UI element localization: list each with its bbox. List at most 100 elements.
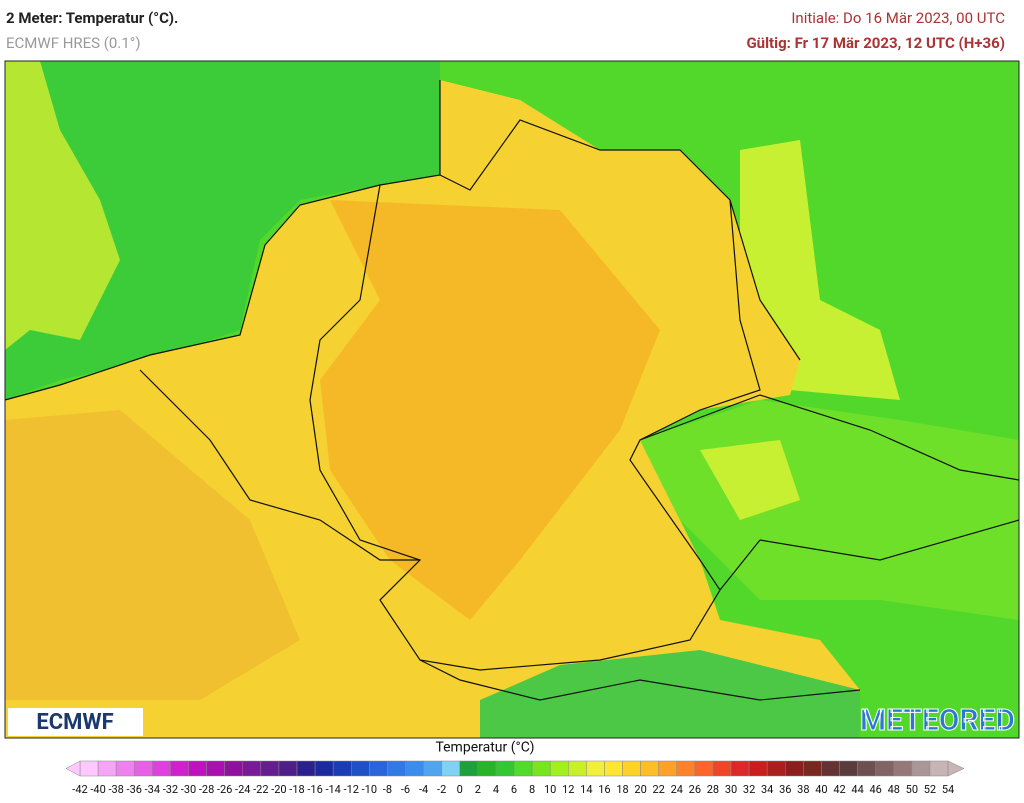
legend-tick-label: -32 bbox=[163, 783, 178, 796]
legend-tick-label: 20 bbox=[634, 783, 646, 796]
warm-zone bbox=[700, 440, 800, 520]
legend-tick-label: 16 bbox=[598, 783, 610, 796]
legend-box bbox=[459, 760, 479, 777]
legend-tick-label: -10 bbox=[362, 783, 377, 796]
legend-tick-label: -18 bbox=[289, 783, 304, 796]
legend-tick-label: 52 bbox=[924, 783, 936, 796]
legend-tick-label: -14 bbox=[325, 783, 340, 796]
legend-box bbox=[278, 760, 298, 777]
legend-tick-label: 0 bbox=[457, 783, 463, 796]
legend-tick-label: -24 bbox=[235, 783, 250, 796]
legend-tick-label: 12 bbox=[562, 783, 574, 796]
legend-box bbox=[242, 760, 262, 777]
legend-box bbox=[260, 760, 280, 777]
legend-box bbox=[188, 760, 207, 777]
legend-tick-label: -28 bbox=[199, 783, 214, 796]
legend-tick-label: 10 bbox=[544, 783, 556, 796]
legend-box bbox=[730, 760, 750, 777]
legend-box bbox=[857, 760, 876, 777]
legend-box bbox=[911, 760, 931, 777]
legend-box bbox=[495, 760, 515, 777]
legend-box bbox=[387, 760, 406, 777]
legend-tick-label: -20 bbox=[271, 783, 286, 796]
legend-tick-label: 42 bbox=[833, 783, 845, 796]
legend-box bbox=[839, 760, 858, 777]
legend-tick-label: 40 bbox=[815, 783, 827, 796]
legend-tick-label: 14 bbox=[580, 783, 592, 796]
legend-tick-label: 2 bbox=[475, 783, 481, 796]
legend-tick-label: -36 bbox=[127, 783, 142, 796]
legend-tick-label: 48 bbox=[888, 783, 900, 796]
map-frame bbox=[4, 60, 1020, 739]
legend-box bbox=[875, 760, 895, 777]
czech-border bbox=[639, 394, 1020, 591]
legend-arrow-high bbox=[947, 760, 965, 777]
legend-tick-label: 4 bbox=[493, 783, 499, 796]
init-time: Initiale: Do 16 Mär 2023, 00 UTC bbox=[791, 9, 1005, 27]
legend-box bbox=[332, 760, 352, 777]
legend-box bbox=[893, 760, 913, 777]
legend-box bbox=[513, 760, 533, 777]
warm-zone bbox=[5, 410, 300, 700]
map: ECMWF METEORED bbox=[4, 60, 1020, 739]
legend-box bbox=[676, 760, 696, 777]
legend-tick-label: -4 bbox=[419, 783, 428, 796]
legend-tick-label: 6 bbox=[511, 783, 517, 796]
legend-tick-label: -34 bbox=[145, 783, 160, 796]
borders bbox=[4, 80, 1020, 701]
legend-box bbox=[622, 760, 641, 777]
legend-tick-label: 54 bbox=[942, 783, 954, 796]
legend-box bbox=[441, 760, 460, 777]
legend-box bbox=[604, 760, 623, 777]
legend-box bbox=[152, 760, 171, 777]
legend-box bbox=[224, 760, 244, 777]
legend-tick-label: 44 bbox=[851, 783, 863, 796]
legend-tick-label: 22 bbox=[652, 783, 664, 796]
legend-tick-label: -6 bbox=[401, 783, 410, 796]
legend-tick-label: -38 bbox=[108, 783, 123, 796]
legend-box bbox=[531, 760, 551, 777]
legend-box bbox=[97, 760, 117, 777]
legend-box bbox=[568, 760, 587, 777]
alps-border bbox=[419, 659, 861, 701]
legend-box bbox=[586, 760, 605, 777]
legend-box bbox=[929, 760, 949, 777]
legend-box bbox=[712, 760, 732, 777]
legend-tick-label: -16 bbox=[307, 783, 322, 796]
legend-tick-label: -8 bbox=[383, 783, 392, 796]
legend-box bbox=[694, 760, 714, 777]
model: ECMWF HRES (0.1°) bbox=[6, 34, 141, 52]
legend-box bbox=[134, 760, 153, 777]
legend-tick-label: 32 bbox=[743, 783, 755, 796]
legend-box bbox=[423, 760, 442, 777]
legend-tick-label: 28 bbox=[707, 783, 719, 796]
legend-tick-label: -40 bbox=[90, 783, 105, 796]
legend-tick-label: 36 bbox=[779, 783, 791, 796]
legend-box bbox=[821, 760, 840, 777]
legend-tick-label: -30 bbox=[181, 783, 196, 796]
legend-box bbox=[405, 760, 424, 777]
warm-core bbox=[320, 200, 660, 620]
logo-box bbox=[8, 708, 143, 736]
legend-box bbox=[206, 760, 225, 777]
france-border bbox=[139, 369, 420, 561]
legend-box bbox=[766, 760, 786, 777]
legend: -42 -40 -38 -36 -34 -32 -30 -28 -26 -24 -22 -20 -18-… bbox=[65, 760, 965, 796]
legend-tick-label: 46 bbox=[869, 783, 881, 796]
legend-box bbox=[658, 760, 678, 777]
legend-box bbox=[115, 760, 135, 777]
germany-border bbox=[309, 119, 801, 671]
valid-time: Gültig: Fr 17 Mär 2023, 12 UTC (H+36) bbox=[746, 34, 1005, 52]
legend-box bbox=[170, 760, 189, 777]
legend-box bbox=[296, 760, 316, 777]
legend-box bbox=[748, 760, 768, 777]
legend-tick-label: 34 bbox=[761, 783, 773, 796]
uk-land bbox=[5, 61, 120, 350]
legend-box bbox=[314, 760, 334, 777]
legend-tick-label: 30 bbox=[725, 783, 737, 796]
legend-box bbox=[351, 760, 370, 777]
legend-tick-label: -22 bbox=[253, 783, 268, 796]
meteored-logo: METEORED bbox=[860, 703, 1015, 738]
